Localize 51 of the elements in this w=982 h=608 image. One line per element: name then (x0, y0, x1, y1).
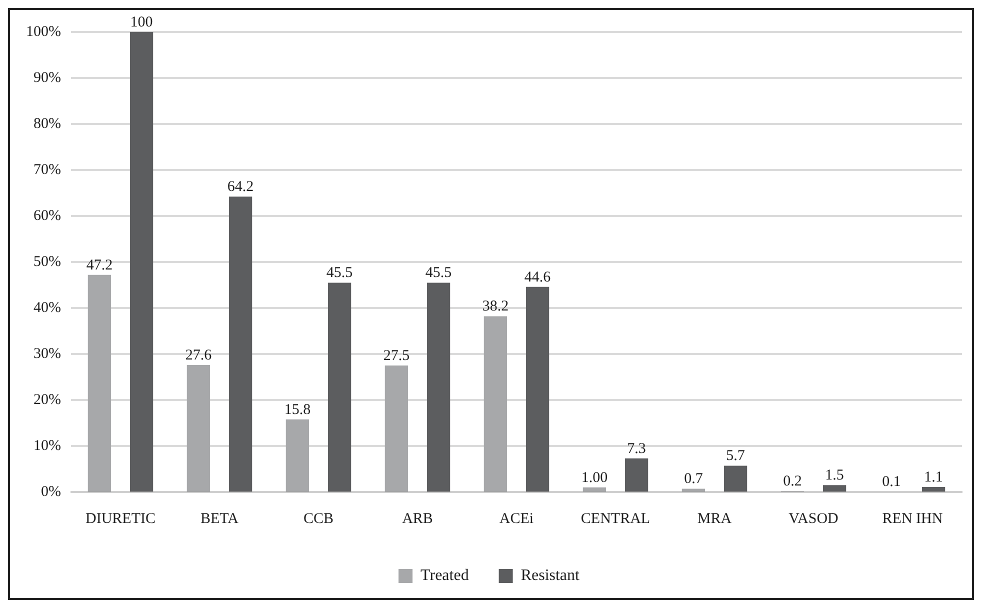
bar (724, 466, 748, 492)
bar (822, 485, 846, 492)
x-tick-label: VASOD (788, 510, 839, 527)
bar (328, 282, 352, 492)
y-tick-label: 10% (33, 438, 61, 454)
bar (130, 32, 154, 492)
data-label: 38.2 (482, 298, 509, 315)
y-tick-label: 100% (26, 24, 61, 40)
data-label: 15.8 (284, 402, 311, 418)
x-tick-label: DIURETIC (85, 510, 156, 527)
data-label: 47.2 (86, 257, 113, 274)
y-tick-label: 30% (33, 346, 61, 362)
y-tick-label: 50% (33, 254, 61, 270)
y-tick-label: 60% (33, 208, 61, 224)
bar (582, 487, 606, 492)
data-label: 0.1 (882, 474, 901, 490)
y-tick-label: 40% (33, 300, 61, 316)
data-label: 1.5 (825, 468, 844, 484)
data-label: 0.7 (684, 471, 704, 488)
legend-label: Resistant (520, 567, 580, 584)
data-label: 5.7 (726, 448, 746, 464)
x-tick-label: REN IHN (882, 510, 943, 527)
legend-label: Treated (420, 567, 469, 584)
y-tick-label: 80% (33, 116, 61, 132)
bar (922, 486, 946, 492)
bar (426, 282, 450, 492)
bar (228, 196, 252, 492)
data-label: 100 (130, 14, 153, 30)
y-tick-label: 90% (33, 70, 61, 86)
x-tick-label: ARB (402, 510, 433, 527)
data-label: 44.6 (524, 269, 552, 286)
x-tick-label: MRA (697, 510, 732, 527)
data-label: 27.6 (185, 347, 212, 364)
data-label: 27.5 (383, 348, 410, 364)
y-tick-label: 0% (40, 484, 61, 500)
x-tick-label: ACEi (499, 510, 534, 527)
bar (624, 458, 648, 492)
y-tick-label: 70% (33, 162, 61, 178)
x-tick-label: CCB (303, 510, 334, 527)
data-label: 45.5 (425, 265, 452, 282)
data-label: 1.1 (924, 469, 943, 486)
data-label: 1.00 (581, 470, 608, 486)
data-label: 7.3 (627, 440, 646, 457)
data-label: 64.2 (227, 179, 254, 196)
y-tick-label: 20% (33, 392, 61, 408)
bar (682, 488, 706, 492)
bar (526, 286, 550, 492)
data-label: 0.2 (783, 474, 802, 490)
x-tick-label: CENTRAL (580, 510, 650, 527)
data-label: 45.5 (326, 265, 353, 282)
x-tick-label: BETA (200, 510, 239, 527)
